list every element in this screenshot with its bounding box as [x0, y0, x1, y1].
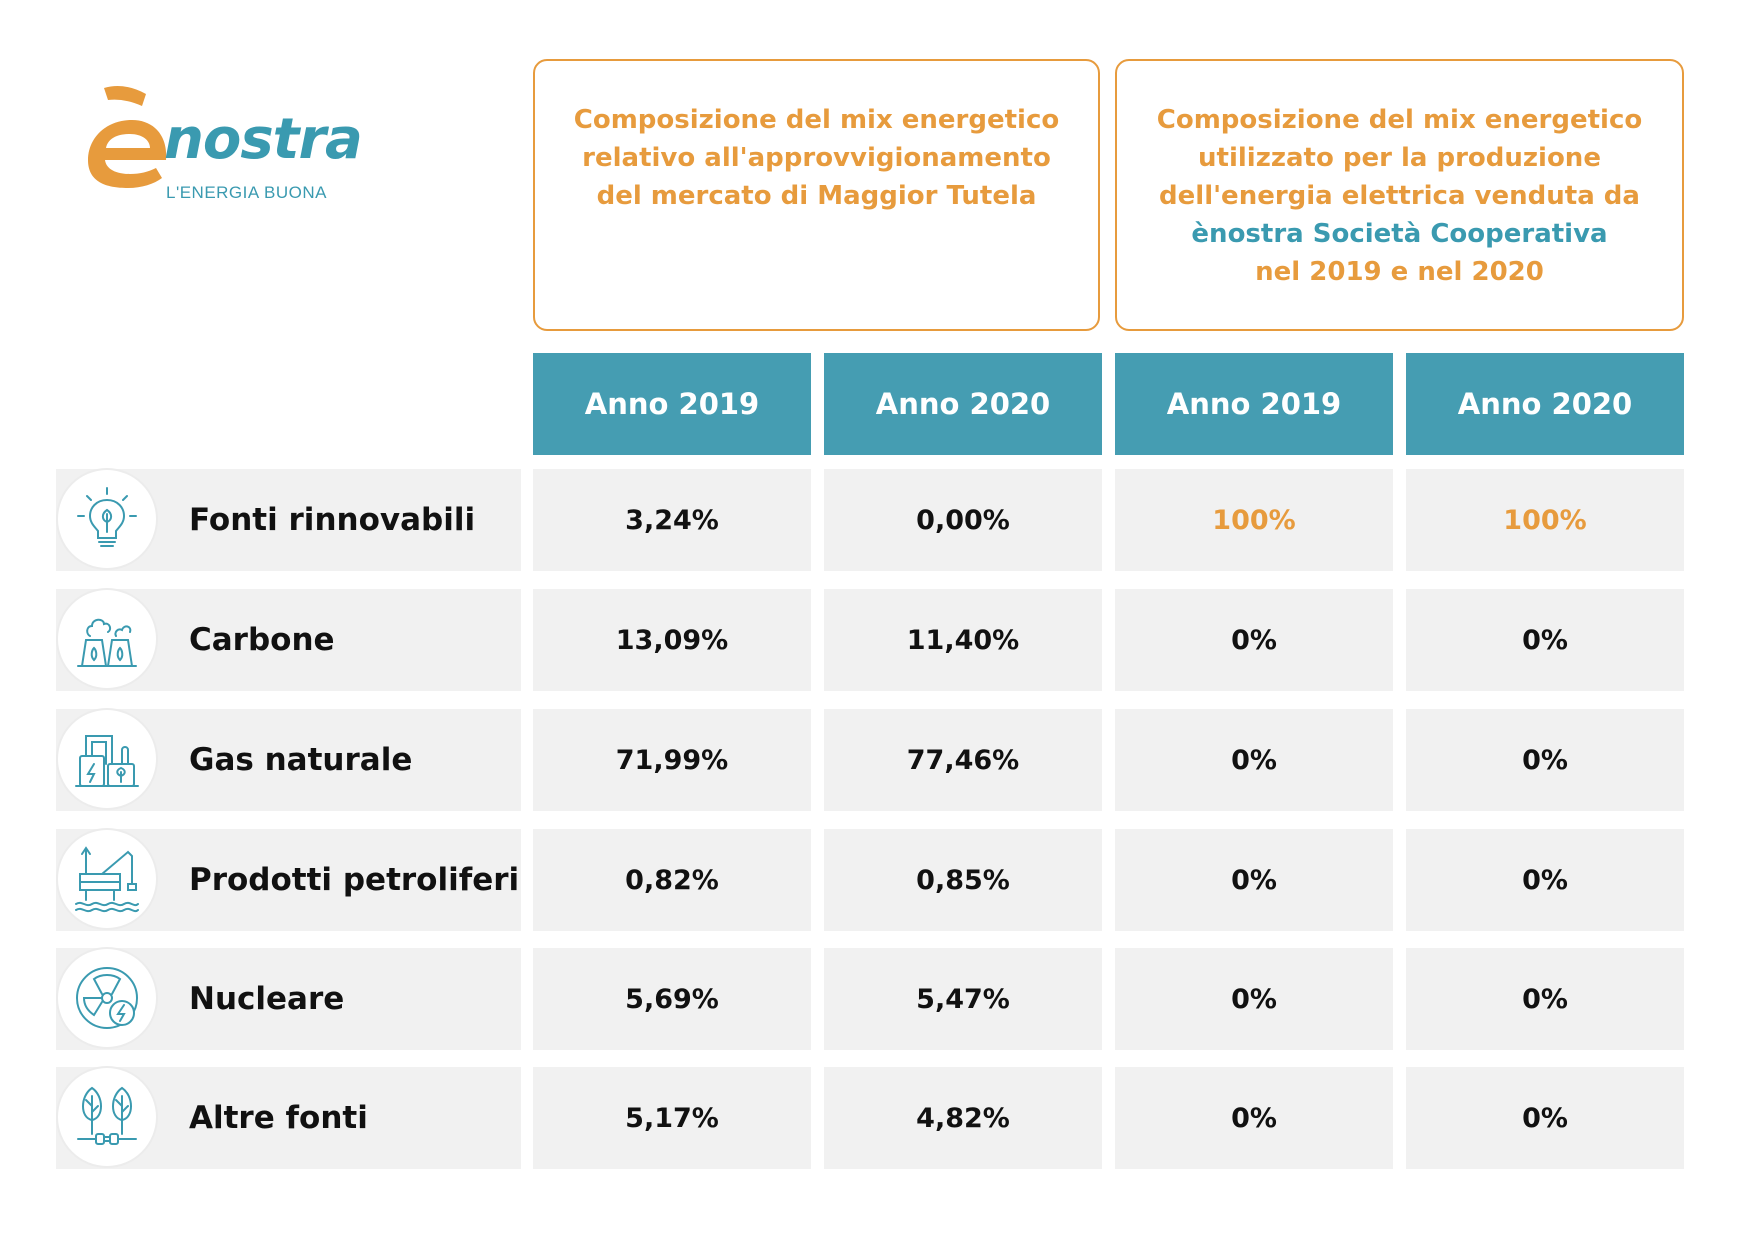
row-label-text: Carbone — [189, 622, 335, 658]
row-label-text: Prodotti petroliferi — [189, 862, 520, 898]
cell-value: 0% — [1115, 709, 1393, 811]
cell-value: 0,00% — [824, 469, 1102, 571]
column-header-2020-enostra: Anno 2020 — [1406, 353, 1684, 455]
header-right-line: Composizione del mix energetico — [1156, 105, 1643, 135]
row-label-text: Gas naturale — [189, 742, 413, 778]
header-box-enostra: Composizione del mix energetico utilizza… — [1115, 59, 1684, 331]
logo-tagline: L'ENERGIA BUONA — [166, 183, 327, 202]
cell-value: 13,09% — [533, 589, 811, 691]
header-right-line: ènostra Società Cooperativa — [1191, 219, 1608, 249]
cell-value: 0,82% — [533, 829, 811, 931]
cell-value: 0% — [1115, 829, 1393, 931]
cell-value: 100% — [1406, 469, 1684, 571]
cell-value: 0% — [1115, 1067, 1393, 1169]
cell-value: 0% — [1406, 829, 1684, 931]
row-label-text: Altre fonti — [189, 1100, 368, 1136]
row-label-altre-fonti: Altre fonti — [56, 1067, 521, 1169]
cell-value: 0,85% — [824, 829, 1102, 931]
cell-value: 11,40% — [824, 589, 1102, 691]
cell-value: 5,17% — [533, 1067, 811, 1169]
header-left-line: relativo all'approvvigionamento — [582, 143, 1051, 173]
brand-logo: nostra L'ENERGIA BUONA — [84, 80, 384, 201]
header-left-line: del mercato di Maggior Tutela — [596, 181, 1037, 211]
row-label-text: Nucleare — [189, 981, 345, 1017]
row-label-text: Fonti rinnovabili — [189, 502, 476, 538]
cell-value: 5,47% — [824, 948, 1102, 1050]
cell-value: 0% — [1406, 589, 1684, 691]
lightbulb-leaf-icon — [58, 470, 156, 568]
column-header-2019-enostra: Anno 2019 — [1115, 353, 1393, 455]
row-label-nucleare: Nucleare — [56, 948, 521, 1050]
gas-plant-icon — [58, 710, 156, 808]
cell-value: 3,24% — [533, 469, 811, 571]
cell-value: 77,46% — [824, 709, 1102, 811]
cell-value: 0% — [1115, 948, 1393, 1050]
header-right-line: utilizzato per la produzione — [1198, 143, 1601, 173]
header-left-line: Composizione del mix energetico — [573, 105, 1060, 135]
row-label-prodotti-petroliferi: Prodotti petroliferi — [56, 829, 521, 931]
cell-value: 100% — [1115, 469, 1393, 571]
cell-value: 0% — [1406, 709, 1684, 811]
cell-value: 0% — [1406, 1067, 1684, 1169]
cell-value: 71,99% — [533, 709, 811, 811]
logo-e-mark — [84, 80, 184, 190]
trees-plug-icon — [58, 1068, 156, 1166]
header-box-maggior-tutela: Composizione del mix energetico relativo… — [533, 59, 1100, 331]
row-label-gas-naturale: Gas naturale — [56, 709, 521, 811]
cell-value: 5,69% — [533, 948, 811, 1050]
header-right-line: dell'energia elettrica venduta da — [1159, 181, 1640, 211]
cell-value: 0% — [1115, 589, 1393, 691]
row-label-carbone: Carbone — [56, 589, 521, 691]
row-label-fonti-rinnovabili: Fonti rinnovabili — [56, 469, 521, 571]
logo-brand-name: nostra — [164, 107, 363, 172]
column-header-2020-tutela: Anno 2020 — [824, 353, 1102, 455]
nuclear-icon — [58, 949, 156, 1047]
header-right-line: nel 2019 e nel 2020 — [1255, 257, 1544, 287]
oil-rig-icon — [58, 830, 156, 928]
cell-value: 4,82% — [824, 1067, 1102, 1169]
column-header-2019-tutela: Anno 2019 — [533, 353, 811, 455]
cell-value: 0% — [1406, 948, 1684, 1050]
cooling-towers-icon — [58, 590, 156, 688]
